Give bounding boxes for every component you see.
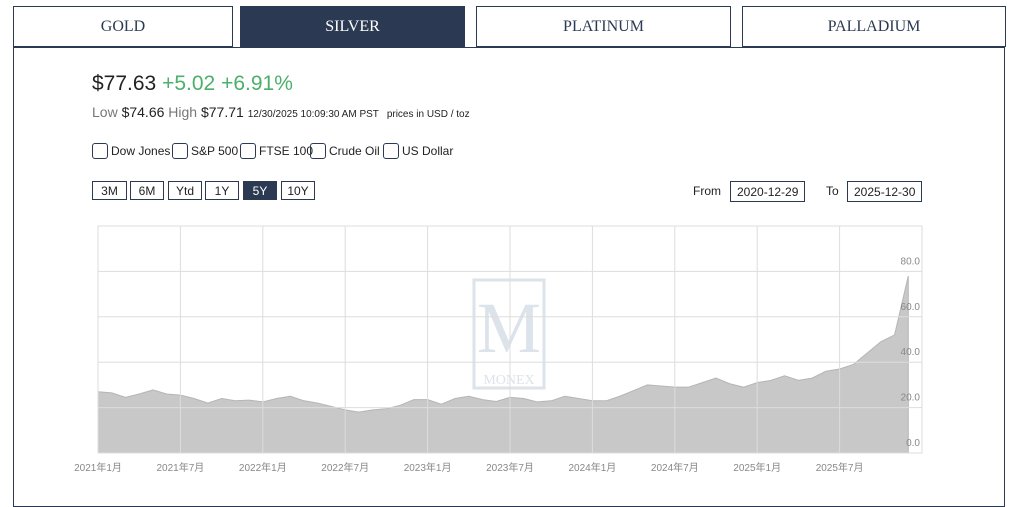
checkbox[interactable]: Crude Oil <box>310 143 380 159</box>
range-button[interactable]: 1Y <box>205 181 239 200</box>
tab[interactable]: PALLADIUM <box>742 6 1006 47</box>
watermark-letter: M <box>477 288 541 368</box>
checkbox[interactable]: US Dollar <box>383 143 453 159</box>
checkbox-box[interactable] <box>310 143 326 159</box>
timestamp: 12/30/2025 10:09:30 AM PST <box>247 109 379 120</box>
price: $77.63 <box>92 72 157 95</box>
checkbox-box[interactable] <box>383 143 399 159</box>
x-tick-label: 2024年7月 <box>651 461 699 474</box>
checkbox-label: S&P 500 <box>191 144 239 158</box>
x-tick-label: 2023年7月 <box>486 461 534 474</box>
tab[interactable]: PLATINUM <box>476 6 731 47</box>
watermark-frame <box>472 278 546 390</box>
to-label: To <box>826 184 839 198</box>
range-button[interactable]: Ytd <box>168 181 202 200</box>
y-tick-label: 20.0 <box>901 393 921 404</box>
low: $74.66 <box>121 104 165 120</box>
x-tick-label: 2021年7月 <box>156 461 204 474</box>
to-date[interactable]: 2025-12-30 <box>847 181 923 202</box>
low-label: Low <box>92 104 118 120</box>
page: {"tabs":[{"label":"GOLD","selected":fals… <box>13 6 1006 507</box>
range-button[interactable]: 3M <box>92 181 127 200</box>
checkbox-box[interactable] <box>172 143 188 159</box>
x-tick-label: 2025年7月 <box>816 461 864 474</box>
chart: M MONEX 0.0 20.0 40.0 60.0 80.0 2021年1月 2021年7… <box>74 225 923 474</box>
checkbox[interactable]: Dow Jones <box>92 143 170 159</box>
tab[interactable]: GOLD <box>13 6 233 47</box>
from-label: From <box>693 184 721 198</box>
price-area <box>97 275 909 454</box>
range-button[interactable]: 6M <box>130 181 164 200</box>
checkbox-label: US Dollar <box>402 144 454 158</box>
checkbox-box[interactable] <box>240 143 256 159</box>
x-tick-label: 2023年1月 <box>404 461 452 474</box>
x-tick-label: 2022年1月 <box>239 461 287 474</box>
high-label: High <box>168 104 198 120</box>
change-pct: +6.91% <box>221 72 293 95</box>
checkbox-box[interactable] <box>92 143 108 159</box>
y-tick-label: 40.0 <box>901 347 921 358</box>
tab[interactable]: SILVER <box>240 6 465 47</box>
checkbox[interactable]: FTSE 100 <box>240 143 313 159</box>
x-tick-label: 2025年1月 <box>733 461 781 474</box>
x-tick-label: 2021年1月 <box>74 461 122 474</box>
high: $77.71 <box>200 104 244 120</box>
range-line: Low $74.66 High $77.71 12/30/2025 10:09:… <box>92 104 470 120</box>
from-date[interactable]: 2020-12-29 <box>730 181 806 202</box>
quote-line: $77.63 +5.02 +6.91% <box>92 72 293 96</box>
y-tick-label: 80.0 <box>901 256 921 267</box>
checkbox-label: FTSE 100 <box>259 144 314 158</box>
x-tick-label: 2024年1月 <box>568 461 616 474</box>
checkbox[interactable]: S&P 500 <box>172 143 238 159</box>
checkbox-label: Crude Oil <box>329 144 380 158</box>
y-tick-label: 60.0 <box>901 302 921 313</box>
range-button[interactable]: 10Y <box>281 181 315 200</box>
watermark-name: MONEX <box>483 373 534 388</box>
checkbox-label: Dow Jones <box>111 144 171 158</box>
units: prices in USD / toz <box>386 109 470 120</box>
change: +5.02 <box>162 72 216 95</box>
range-button[interactable]: 5Y <box>243 181 277 200</box>
x-tick-label: 2022年7月 <box>321 461 369 474</box>
y-tick-label: 0.0 <box>906 438 920 449</box>
